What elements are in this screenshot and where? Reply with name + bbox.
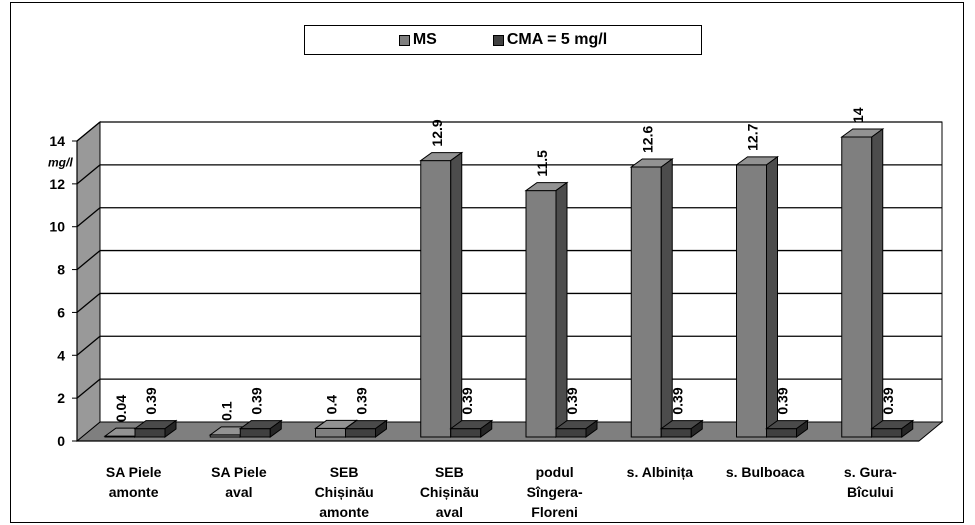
data-label: 0.39 <box>564 387 580 414</box>
chart-side-wall <box>76 120 101 443</box>
gridline-diagonal <box>76 335 101 356</box>
x-tick-label: Chișinău <box>315 484 374 500</box>
x-tick-label: SEB <box>435 464 464 480</box>
y-tick-label: 10 <box>49 219 65 235</box>
data-label: 12.6 <box>639 126 655 153</box>
bar-cma <box>134 428 166 438</box>
bar-cma <box>239 428 271 438</box>
y-tick-label: 14 <box>49 133 65 149</box>
y-axis-label: mg/l <box>48 155 73 169</box>
data-label: 0.39 <box>775 387 791 414</box>
chart-legend: MS CMA = 5 mg/l <box>304 25 702 55</box>
gridline-diagonal <box>76 164 101 185</box>
data-label: 0.04 <box>113 395 129 422</box>
bar-side-face <box>164 419 177 438</box>
y-tick-label: 12 <box>49 176 65 192</box>
bar-ms <box>315 427 346 438</box>
data-label: 0.4 <box>324 395 340 415</box>
x-tick-label: s. Gura- <box>844 464 897 480</box>
bar-ms <box>736 164 767 438</box>
bar-side-face <box>585 419 598 438</box>
data-label: 0.39 <box>354 387 370 414</box>
data-label: 14 <box>850 107 866 123</box>
y-tick-label: 4 <box>57 347 65 363</box>
x-tick-label: SA Piele <box>211 464 267 480</box>
bar-cma <box>660 428 692 438</box>
bar-cma <box>766 428 797 438</box>
data-label: 12.9 <box>429 119 445 146</box>
data-label: 0.1 <box>218 401 234 421</box>
data-label: 0.39 <box>459 387 475 414</box>
gridline-diagonal <box>76 207 101 228</box>
chart-back-wall <box>99 121 943 423</box>
data-label: 0.39 <box>248 387 264 414</box>
data-label: 0.39 <box>880 387 896 414</box>
x-tick-label: amonte <box>109 484 159 500</box>
x-tick-label: Sîngera- <box>527 484 583 500</box>
bar-ms <box>525 190 557 438</box>
legend-label-ms: MS <box>412 31 437 48</box>
bar-cma <box>555 428 587 438</box>
x-tick-label: s. Albinița <box>627 464 694 480</box>
legend-item-cma: CMA = 5 mg/l <box>492 31 608 49</box>
x-tick-label: SA Piele <box>106 464 162 480</box>
x-tick-label: Chișinău <box>420 484 479 500</box>
x-tick-label: s. Bulboaca <box>726 464 805 480</box>
x-tick-label: aval <box>436 504 463 520</box>
chart-floor <box>75 421 944 442</box>
x-tick-label: SEB <box>330 464 359 480</box>
data-label: 12.7 <box>745 123 761 150</box>
bar-cma <box>345 428 376 438</box>
bar-ms <box>420 160 452 438</box>
bar-side-face <box>690 419 703 438</box>
bar-side-face <box>480 419 493 438</box>
y-tick-label: 6 <box>57 304 65 320</box>
bar-ms <box>630 166 662 438</box>
legend-swatch-ms <box>398 34 410 46</box>
bar-side-face <box>269 419 282 438</box>
x-tick-label: Floreni <box>531 504 578 520</box>
data-label: 0.39 <box>669 387 685 414</box>
gridline-diagonal <box>76 292 101 313</box>
x-tick-label: podul <box>536 464 574 480</box>
bar-side-face <box>796 419 808 438</box>
gridline-diagonal <box>76 250 101 271</box>
bar-cma <box>871 428 903 438</box>
bar-side-face <box>901 419 914 438</box>
bar-side-face <box>375 419 387 438</box>
x-tick-label: aval <box>225 484 252 500</box>
legend-label-cma: CMA = 5 mg/l <box>506 31 608 48</box>
y-tick-label: 8 <box>57 262 65 278</box>
y-tick-label: 0 <box>57 433 65 449</box>
bar-cma <box>450 428 482 438</box>
x-tick-label: Bîcului <box>847 484 894 500</box>
gridline-diagonal <box>76 121 101 142</box>
data-label: 0.39 <box>143 387 159 414</box>
y-tick-label: 2 <box>57 390 65 406</box>
x-tick-label: amonte <box>319 504 369 520</box>
bar-ms <box>841 136 873 438</box>
legend-swatch-cma <box>492 34 504 46</box>
gridline-diagonal <box>76 378 101 399</box>
legend-item-ms: MS <box>398 31 437 49</box>
data-label: 11.5 <box>534 150 550 177</box>
